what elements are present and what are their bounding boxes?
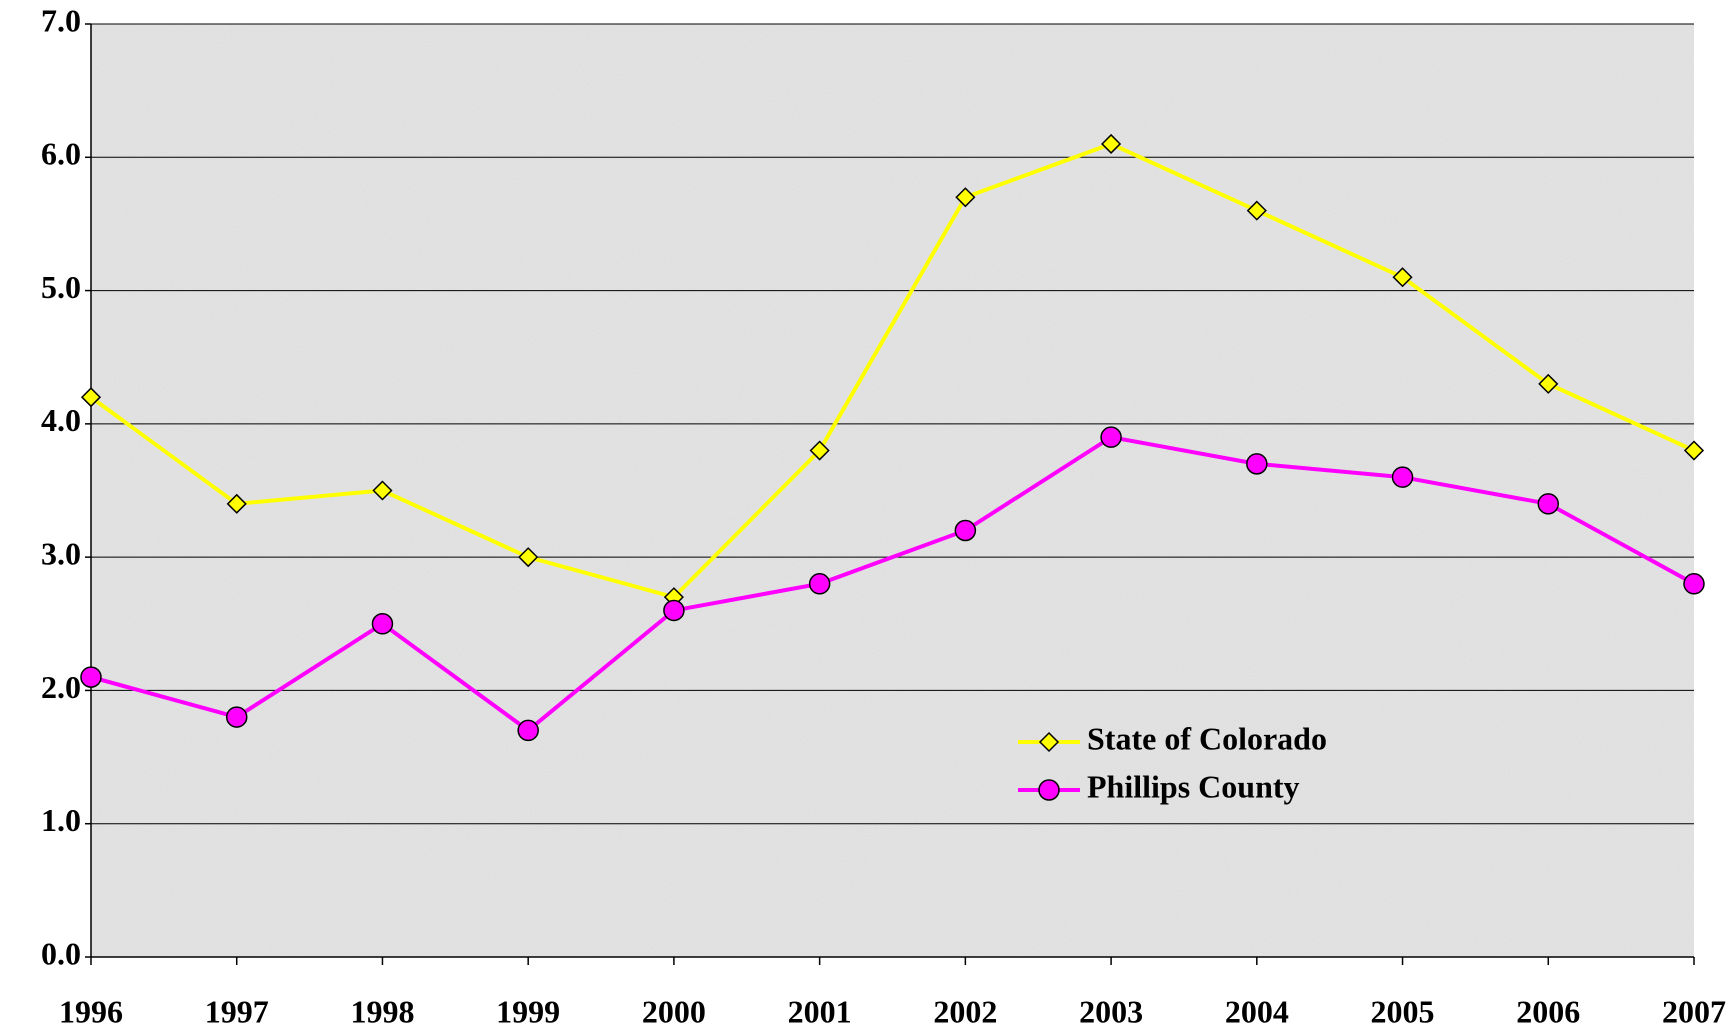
y-tick-label: 0.0	[41, 935, 81, 971]
plot-texture	[91, 24, 1694, 957]
x-tick-label: 2003	[1079, 993, 1143, 1029]
series-line	[89, 141, 1695, 600]
x-tick-label: 2001	[788, 993, 852, 1029]
data-point	[954, 519, 977, 542]
data-point	[809, 440, 830, 461]
y-tick-label: 1.0	[41, 802, 81, 838]
data-point	[808, 573, 831, 595]
x-tick-label: 2006	[1516, 993, 1580, 1029]
data-point	[1100, 426, 1122, 448]
legend-marker	[1038, 731, 1060, 753]
y-tick-label: 7.0	[41, 2, 81, 38]
data-point	[226, 493, 247, 514]
x-tick-label: 2000	[642, 993, 706, 1029]
y-tick-label: 4.0	[41, 402, 81, 438]
data-point	[372, 480, 393, 501]
data-point	[225, 706, 248, 728]
y-tick-label: 3.0	[41, 535, 81, 571]
data-point	[518, 547, 539, 568]
data-point	[1537, 493, 1560, 515]
data-point	[1391, 466, 1414, 488]
x-tick-label: 2007	[1662, 993, 1726, 1029]
legend-label: State of Colorado	[1087, 720, 1327, 756]
x-tick-label: 2005	[1371, 993, 1435, 1029]
x-tick-label: 1998	[350, 993, 414, 1029]
y-tick-label: 5.0	[41, 269, 81, 305]
x-tick-label: 1999	[496, 993, 560, 1029]
data-point	[371, 613, 394, 635]
x-tick-label: 1997	[205, 993, 269, 1029]
data-point	[1101, 133, 1122, 155]
data-point	[663, 599, 685, 622]
series-line	[90, 435, 1695, 733]
y-tick-label: 2.0	[41, 669, 81, 705]
legend-label: Phillips County	[1087, 768, 1300, 804]
data-point	[1246, 453, 1268, 475]
data-point	[517, 719, 539, 742]
data-point	[80, 666, 102, 688]
data-point	[1538, 373, 1559, 394]
data-point	[1683, 440, 1705, 461]
x-tick-label: 2002	[933, 993, 997, 1029]
data-point	[1392, 267, 1413, 288]
data-point	[1246, 200, 1267, 221]
y-tick-label: 6.0	[41, 136, 81, 172]
data-point	[955, 187, 976, 208]
data-point	[80, 387, 102, 408]
x-tick-label: 1996	[59, 993, 123, 1029]
data-point	[1683, 573, 1705, 595]
legend-marker	[1038, 779, 1060, 801]
x-tick-label: 2004	[1225, 993, 1289, 1029]
